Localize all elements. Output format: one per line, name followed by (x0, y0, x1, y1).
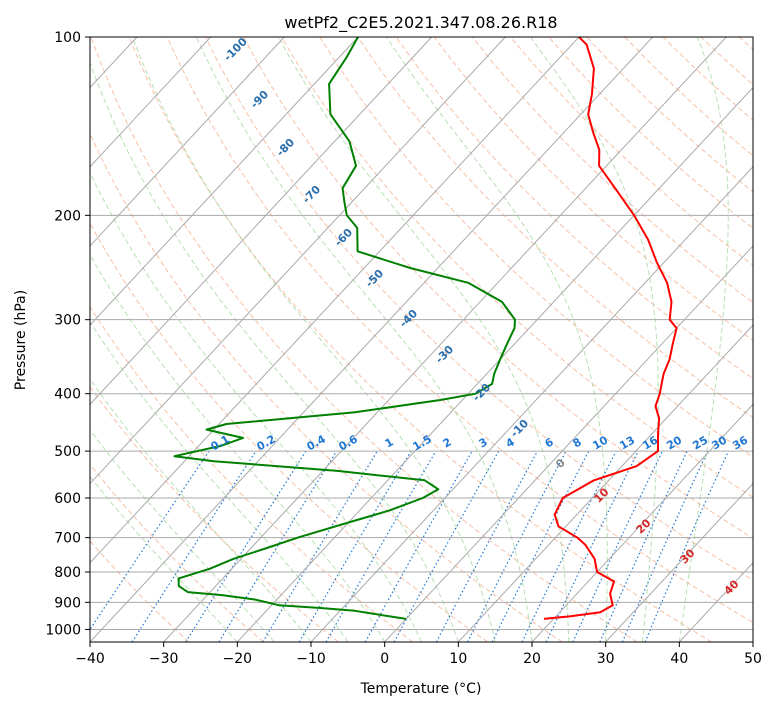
background-lines (90, 37, 753, 642)
y-tick-label: 700 (54, 531, 81, 547)
y-tick-label: 800 (54, 565, 81, 581)
mixing-ratio-line (393, 450, 500, 642)
y-tick-label: 200 (54, 208, 81, 224)
isotherm-line (163, 37, 727, 642)
moist-adiabat-line (195, 37, 533, 642)
x-axis-label: Temperature (°C) (360, 681, 482, 697)
y-tick-label: 400 (54, 387, 81, 403)
y-tick-label: 100 (54, 30, 81, 46)
isotherm-line (384, 245, 753, 642)
data-series (173, 37, 678, 620)
mixing-ratio-line (364, 450, 473, 642)
y-axis-label: Pressure (hPa) (13, 290, 29, 390)
isotherm-line (90, 37, 433, 406)
moist-adiabat-line (90, 61, 459, 642)
dry-adiabat-line (128, 37, 712, 642)
dry-adiabat-line (90, 222, 488, 642)
x-tick-label: 50 (744, 651, 762, 667)
isotherm-line (90, 37, 285, 247)
mixing-ratio-line (90, 450, 210, 631)
y-axis: 100 200 300 400 500 600 700 800 900 1000 (45, 30, 90, 638)
isotherm-line (90, 37, 506, 485)
x-tick-label: 10 (449, 651, 467, 667)
y-tick-label: 500 (54, 444, 81, 460)
mixing-ratio-line (491, 450, 590, 642)
series-temperature-line (543, 37, 678, 620)
x-tick-label: −10 (296, 651, 326, 667)
y-tick-label: 900 (54, 595, 81, 611)
x-tick-label: 40 (670, 651, 688, 667)
series-dewpoint-line (173, 37, 516, 620)
isotherm-line (236, 86, 753, 642)
x-axis: −40 −30 −20 −10 0 10 20 30 40 50 (75, 642, 762, 667)
x-tick-label: −40 (75, 651, 105, 667)
isotherm-line (310, 165, 753, 642)
mixing-ratio-line (185, 450, 307, 642)
moist-adiabat-line (90, 429, 275, 642)
dry-adiabat-line (90, 132, 563, 642)
moist-adiabat-line (386, 37, 608, 642)
mixing-ratio-line (521, 450, 617, 642)
mixing-ratio-line (218, 450, 338, 642)
dry-adiabat-line (90, 540, 190, 642)
moist-adiabat-line (131, 37, 496, 642)
x-tick-label: 30 (597, 651, 615, 667)
dry-adiabat-line (357, 37, 753, 418)
moist-adiabat-line (678, 37, 729, 642)
isotherm-line (457, 324, 753, 642)
x-tick-label: −30 (149, 651, 179, 667)
chart-title: wetPf2_C2E5.2021.347.08.26.R18 (284, 13, 557, 33)
x-tick-label: 20 (523, 651, 541, 667)
dry-adiabat-line (281, 37, 753, 498)
y-tick-label: 600 (54, 491, 81, 507)
dry-adiabat-line (433, 37, 753, 341)
moist-adiabat-line (90, 253, 386, 642)
y-tick-label: 1000 (45, 622, 81, 638)
y-tick-label: 300 (54, 313, 81, 329)
plot-frame (89, 36, 754, 643)
moist-adiabat-line (90, 171, 422, 642)
moist-adiabat-line (278, 37, 570, 642)
moist-adiabat-line (90, 475, 238, 642)
moist-adiabat-line (90, 320, 349, 642)
isotherm-line (90, 37, 580, 564)
dry-adiabat-line (243, 37, 753, 539)
isotherm-line (531, 403, 753, 642)
x-tick-label: −20 (223, 651, 253, 667)
dry-adiabat-line (204, 37, 753, 581)
mixing-ratio-line (435, 450, 539, 642)
isotherm-line (605, 482, 753, 642)
isotherm-line (90, 37, 654, 642)
x-tick-label: 0 (380, 651, 389, 667)
mixing-ratio-line (131, 450, 257, 642)
dry-adiabat-line (90, 463, 264, 642)
mixing-ratio-line (621, 450, 709, 642)
dry-adiabat-line (166, 37, 753, 624)
isotherm-line (90, 37, 359, 326)
dry-adiabat-line (471, 37, 753, 304)
dry-adiabat-line (90, 37, 638, 642)
isotherm-line (90, 37, 212, 168)
moist-adiabat-line (530, 37, 659, 642)
